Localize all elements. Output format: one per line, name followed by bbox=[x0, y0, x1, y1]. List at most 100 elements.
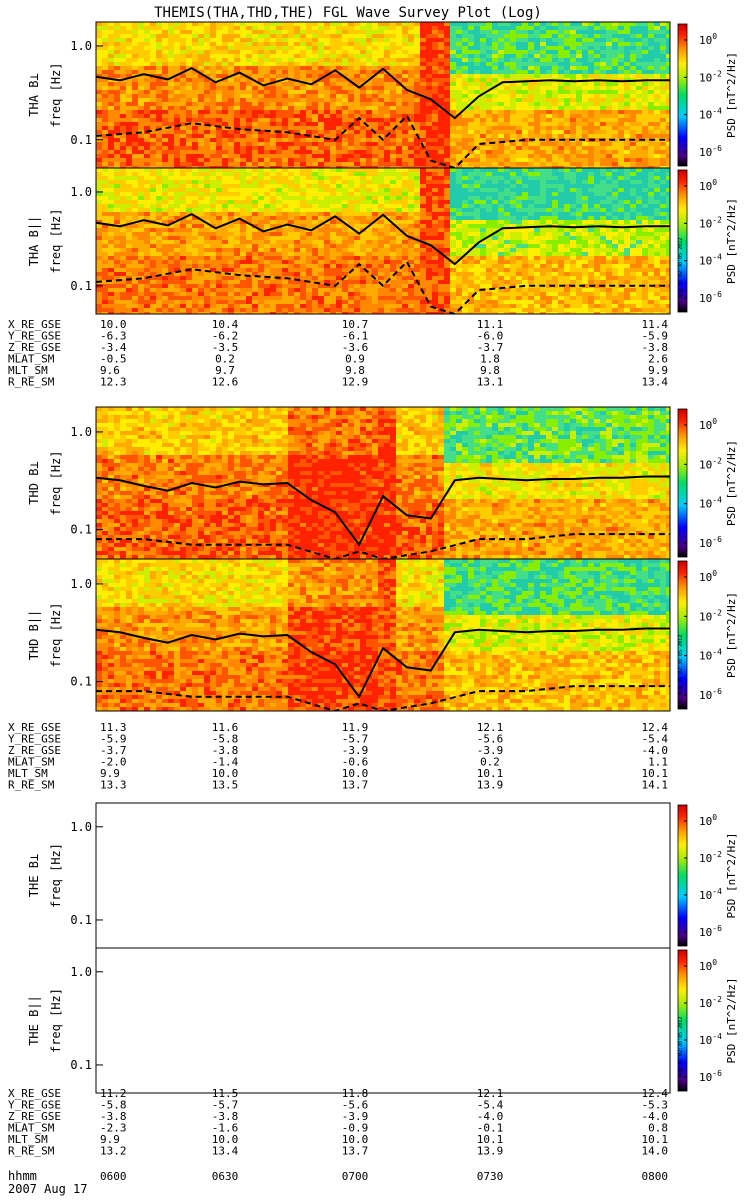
ephemeris-value: 10.1 bbox=[477, 767, 504, 780]
ephemeris-row-label: R_RE_SM bbox=[8, 779, 55, 792]
ephemeris-value: -4.0 bbox=[477, 1110, 504, 1123]
freq-axis-label: freq [Hz] bbox=[49, 62, 63, 127]
ephemeris-row-label: Z_RE_GSE bbox=[8, 1110, 61, 1123]
ephemeris-value: 11.6 bbox=[212, 721, 239, 734]
ephemeris-value: 2.6 bbox=[648, 353, 668, 366]
ephemeris-value: 9.6 bbox=[100, 364, 120, 377]
freq-tick-label: 0.1 bbox=[70, 279, 92, 293]
ephemeris-value: 13.5 bbox=[212, 779, 239, 792]
ephemeris-value: 10.0 bbox=[212, 767, 239, 780]
colorbar-tick-label: 100 bbox=[699, 958, 717, 973]
ephemeris-value: -3.4 bbox=[100, 341, 127, 354]
ephemeris-value: -3.6 bbox=[342, 341, 369, 354]
ephemeris-value: 12.1 bbox=[477, 721, 504, 734]
spectrogram-panel: 1.0 0.1 THE B⊥ freq [Hz] 100 10-2 10-4 10-6PSD … bbox=[27, 802, 738, 949]
ephemeris-value: -5.8 bbox=[212, 733, 239, 746]
colorbar-tick-label: 10-4 bbox=[699, 253, 722, 268]
colorbar-label: PSD [nT^2/Hz] bbox=[725, 198, 738, 284]
ephemeris-value: -5.7 bbox=[342, 733, 369, 746]
colorbar-label: PSD [nT^2/Hz] bbox=[725, 832, 738, 918]
colorbar-label: PSD [nT^2/Hz] bbox=[725, 592, 738, 678]
spectrogram-panel: 1.0 0.1 THE B|| freq [Hz] 100 10-2 10-4 10-6PSD… bbox=[27, 947, 738, 1094]
ephemeris-value: -6.3 bbox=[100, 330, 127, 343]
ephemeris-value: 13.2 bbox=[100, 1145, 127, 1158]
ephemeris-row-label: MLAT_SM bbox=[8, 756, 55, 769]
freq-tick-label: 1.0 bbox=[70, 965, 92, 979]
ephemeris-row-label: X_RE_GSE bbox=[8, 721, 61, 734]
ephemeris-value: -5.6 bbox=[342, 1099, 369, 1112]
ephemeris-row-label: MLT_SM bbox=[8, 767, 48, 780]
ephemeris-value: -3.7 bbox=[100, 744, 127, 757]
ephemeris-value: 11.5 bbox=[212, 1087, 239, 1100]
freq-tick-label: 1.0 bbox=[70, 425, 92, 439]
ephemeris-value: -5.4 bbox=[477, 1099, 504, 1112]
ephemeris-row-label: Y_RE_GSE bbox=[8, 733, 61, 746]
ephemeris-row-label: Y_RE_GSE bbox=[8, 1099, 61, 1112]
spectrogram-panel: 1.0 0.1 THD B⊥ freq [Hz] 100 10-2 10-4 10-6PSD … bbox=[27, 406, 738, 560]
colorbar-tick-label: 10-6 bbox=[699, 290, 722, 305]
ephemeris-value: 10.1 bbox=[642, 1133, 669, 1146]
freq-tick-label: 1.0 bbox=[70, 820, 92, 834]
ephemeris-value: 10.1 bbox=[477, 1133, 504, 1146]
ephemeris-value: -5.9 bbox=[642, 330, 669, 343]
ephemeris-value: 11.3 bbox=[100, 721, 127, 734]
ephemeris-value: 12.4 bbox=[642, 1087, 669, 1100]
freq-axis-label: freq [Hz] bbox=[49, 602, 63, 667]
colorbar-tick-label: 100 bbox=[699, 32, 717, 47]
colorbar-tick-label: 10-2 bbox=[699, 850, 722, 865]
ephemeris-value: -4.0 bbox=[642, 744, 669, 757]
ephemeris-value: -0.6 bbox=[342, 756, 369, 769]
ephemeris-value: 0.9 bbox=[345, 353, 365, 366]
time-tick-label: 0600 bbox=[100, 1170, 127, 1183]
time-tick-label: 0630 bbox=[212, 1170, 239, 1183]
spectrogram-panel: 1.0 0.1 THA B|| freq [Hz] 100 10-2 10-4 10-6PSD… bbox=[27, 167, 738, 315]
ephemeris-row-label: X_RE_GSE bbox=[8, 318, 61, 331]
ephemeris-value: 13.7 bbox=[342, 1145, 369, 1158]
ephemeris-value: 10.0 bbox=[100, 318, 127, 331]
ephemeris-value: 13.7 bbox=[342, 779, 369, 792]
colorbar-label: PSD [nT^2/Hz] bbox=[725, 977, 738, 1063]
ephemeris-value: 13.4 bbox=[642, 376, 669, 389]
colorbar-tick-label: 100 bbox=[699, 178, 717, 193]
freq-tick-label: 1.0 bbox=[70, 185, 92, 199]
freq-tick-label: 0.1 bbox=[70, 1058, 92, 1072]
ephemeris-value: 9.8 bbox=[480, 364, 500, 377]
ephemeris-table: X_RE_GSE 11.2 11.5 11.8 12.1 12.4 Y_RE_GSE -5.8… bbox=[8, 1087, 668, 1158]
ephemeris-row-label: X_RE_GSE bbox=[8, 1087, 61, 1100]
ephemeris-value: 9.9 bbox=[100, 767, 120, 780]
freq-tick-label: 1.0 bbox=[70, 39, 92, 53]
ephemeris-value: -5.8 bbox=[100, 1099, 127, 1112]
ephemeris-value: -3.9 bbox=[342, 744, 369, 757]
ephemeris-value: 9.9 bbox=[100, 1133, 120, 1146]
panel-frame bbox=[95, 947, 671, 1094]
ephemeris-value: 13.4 bbox=[212, 1145, 239, 1158]
ephemeris-value: 10.0 bbox=[342, 1133, 369, 1146]
colorbar bbox=[677, 408, 688, 558]
ephemeris-row-label: MLT_SM bbox=[8, 1133, 48, 1146]
ephemeris-value: -6.1 bbox=[342, 330, 369, 343]
ephemeris-value: -5.7 bbox=[212, 1099, 239, 1112]
lower-frequency-curve bbox=[96, 114, 670, 168]
date-stamp: Fri Aug 31 02:30:05 2012 bbox=[678, 635, 684, 707]
ephemeris-value: -6.0 bbox=[477, 330, 504, 343]
ephemeris-value: -5.6 bbox=[477, 733, 504, 746]
ephemeris-value: -3.5 bbox=[212, 341, 239, 354]
colorbar-tick-label: 10-2 bbox=[699, 456, 722, 471]
colorbar-tick-label: 10-2 bbox=[699, 995, 722, 1010]
ephemeris-value: 0.2 bbox=[480, 756, 500, 769]
ephemeris-value: -0.9 bbox=[342, 1122, 369, 1135]
ephemeris-value: 11.9 bbox=[342, 721, 369, 734]
freq-tick-label: 0.1 bbox=[70, 675, 92, 689]
colorbar-tick-label: 10-6 bbox=[699, 535, 722, 550]
colorbar-tick-label: 10-4 bbox=[699, 887, 722, 902]
ephemeris-value: 10.1 bbox=[642, 767, 669, 780]
ephemeris-row-label: Z_RE_GSE bbox=[8, 341, 61, 354]
ephemeris-value: -5.3 bbox=[642, 1099, 669, 1112]
colorbar-tick-label: 10-6 bbox=[699, 1069, 722, 1084]
ephemeris-value: 1.8 bbox=[480, 353, 500, 366]
colorbar bbox=[677, 23, 688, 167]
time-tick-labels: 0600 0630 0700 0730 0800 bbox=[100, 1170, 668, 1183]
freq-axis-label: freq [Hz] bbox=[49, 843, 63, 908]
ephemeris-value: 9.7 bbox=[215, 364, 235, 377]
freq-tick-label: 0.1 bbox=[70, 523, 92, 537]
